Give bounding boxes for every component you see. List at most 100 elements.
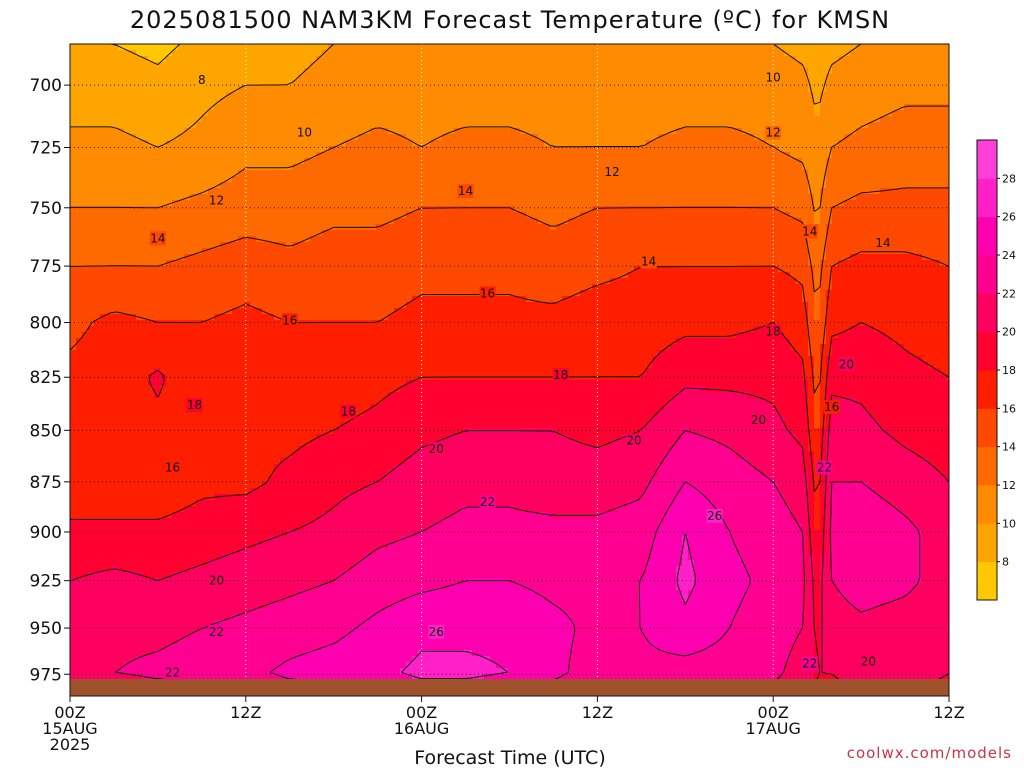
field-cell xyxy=(910,236,917,243)
field-cell xyxy=(544,218,551,225)
field-cell xyxy=(124,98,131,105)
field-cell xyxy=(346,62,353,69)
field-cell xyxy=(544,128,551,135)
field-cell xyxy=(586,134,593,141)
field-cell xyxy=(166,50,173,57)
field-cell xyxy=(148,152,155,159)
field-cell xyxy=(628,200,635,207)
field-cell xyxy=(502,146,509,153)
field-cell xyxy=(376,146,383,153)
field-cell xyxy=(832,44,839,51)
field-cell xyxy=(946,170,949,177)
field-cell xyxy=(454,200,461,207)
field-cell xyxy=(532,110,539,117)
field-cell xyxy=(100,116,107,123)
field-cell xyxy=(268,230,275,237)
field-cell xyxy=(664,122,671,129)
field-cell xyxy=(334,218,341,225)
field-cell xyxy=(424,224,431,231)
field-cell xyxy=(634,170,641,177)
field-cell xyxy=(562,188,569,195)
field-cell xyxy=(598,188,605,195)
field-cell xyxy=(268,74,275,81)
field-cell xyxy=(370,134,377,141)
field-cell xyxy=(562,116,569,123)
field-cell xyxy=(880,158,887,165)
field-cell xyxy=(658,158,665,165)
field-cell xyxy=(388,182,395,189)
field-cell xyxy=(760,218,767,225)
field-cell xyxy=(196,86,203,93)
field-cell xyxy=(658,110,665,117)
field-cell xyxy=(508,104,515,111)
field-cell xyxy=(844,92,851,99)
field-cell xyxy=(508,50,515,57)
field-cell xyxy=(934,164,941,171)
field-cell xyxy=(334,92,341,99)
field-cell xyxy=(508,98,515,105)
field-cell xyxy=(916,50,923,57)
field-cell xyxy=(472,68,479,75)
field-cell xyxy=(706,236,713,243)
field-cell xyxy=(928,218,935,225)
field-cell xyxy=(406,140,413,147)
field-cell xyxy=(346,194,353,201)
field-cell xyxy=(460,200,467,207)
field-cell xyxy=(616,146,623,153)
field-cell xyxy=(130,230,137,237)
field-cell xyxy=(910,110,917,117)
field-cell xyxy=(484,110,491,117)
field-cell xyxy=(916,206,923,213)
field-cell xyxy=(268,98,275,105)
field-cell xyxy=(754,122,761,129)
field-cell xyxy=(166,44,173,51)
field-cell xyxy=(832,212,839,219)
field-cell xyxy=(298,200,305,207)
field-cell xyxy=(628,116,635,123)
field-cell xyxy=(400,218,407,225)
field-cell xyxy=(820,122,827,129)
field-cell xyxy=(376,164,383,171)
field-cell xyxy=(604,230,611,237)
field-cell xyxy=(736,104,743,111)
field-cell xyxy=(826,164,833,171)
field-cell xyxy=(514,110,521,117)
field-cell xyxy=(562,152,569,159)
field-cell xyxy=(388,104,395,111)
field-cell xyxy=(100,176,107,183)
field-cell xyxy=(496,50,503,57)
field-cell xyxy=(598,68,605,75)
field-cell xyxy=(760,104,767,111)
field-cell xyxy=(832,80,839,87)
field-cell xyxy=(862,68,869,75)
field-cell xyxy=(820,146,827,153)
field-cell xyxy=(526,104,533,111)
field-cell xyxy=(916,104,923,111)
field-cell xyxy=(928,188,935,195)
field-cell xyxy=(898,170,905,177)
field-cell xyxy=(646,152,653,159)
field-cell xyxy=(586,116,593,123)
field-cell xyxy=(838,86,845,93)
field-cell xyxy=(196,146,203,153)
field-cell xyxy=(874,110,881,117)
field-cell xyxy=(496,92,503,99)
field-cell xyxy=(868,158,875,165)
field-cell xyxy=(610,134,617,141)
field-cell xyxy=(730,104,737,111)
field-cell xyxy=(820,200,827,207)
field-cell xyxy=(316,86,323,93)
field-cell xyxy=(244,110,251,117)
field-cell xyxy=(88,116,95,123)
field-cell xyxy=(382,170,389,177)
field-cell xyxy=(124,176,131,183)
field-cell xyxy=(466,242,473,249)
field-cell xyxy=(310,146,317,153)
field-cell xyxy=(490,74,497,81)
field-cell xyxy=(742,110,749,117)
field-cell xyxy=(526,68,533,75)
field-cell xyxy=(838,152,845,159)
field-cell xyxy=(898,182,905,189)
field-cell xyxy=(646,86,653,93)
field-cell xyxy=(214,116,221,123)
